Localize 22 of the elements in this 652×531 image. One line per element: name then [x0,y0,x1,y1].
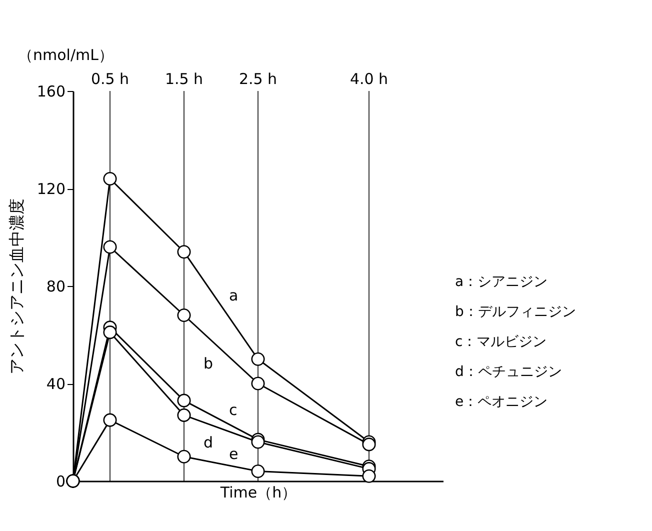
series-label: c [229,401,238,420]
text: e：ペオニジン [455,394,548,410]
series-label: e [229,444,238,463]
ref-line-label: 0.5 h [90,70,130,88]
y-tick-label: 120 [36,180,66,198]
ref-line-label: 2.5 h [238,70,278,88]
series-label: b [203,354,213,372]
text: b：デルフィニジン [455,304,576,320]
text: c：マルビジン [455,334,547,350]
y-tick-label: 40 [46,375,66,393]
ref-line-label: 4.0 h [350,70,388,88]
y-tick-label: 80 [46,278,66,296]
ref-line-label: 1.5 h [164,70,204,88]
text: a：シアニジン [455,274,548,290]
text: d：ペチュニジン [455,364,562,380]
y-tick-label: 160 [36,82,66,100]
series-label: d [203,434,213,452]
text: （nmol/mL） [18,46,114,64]
series-label: a [229,286,238,304]
y-tick-label: 0 [56,472,66,490]
y-axis-title: アントシアニン血中濃度 [6,198,26,374]
x-axis-title: Time（h） [219,484,297,502]
